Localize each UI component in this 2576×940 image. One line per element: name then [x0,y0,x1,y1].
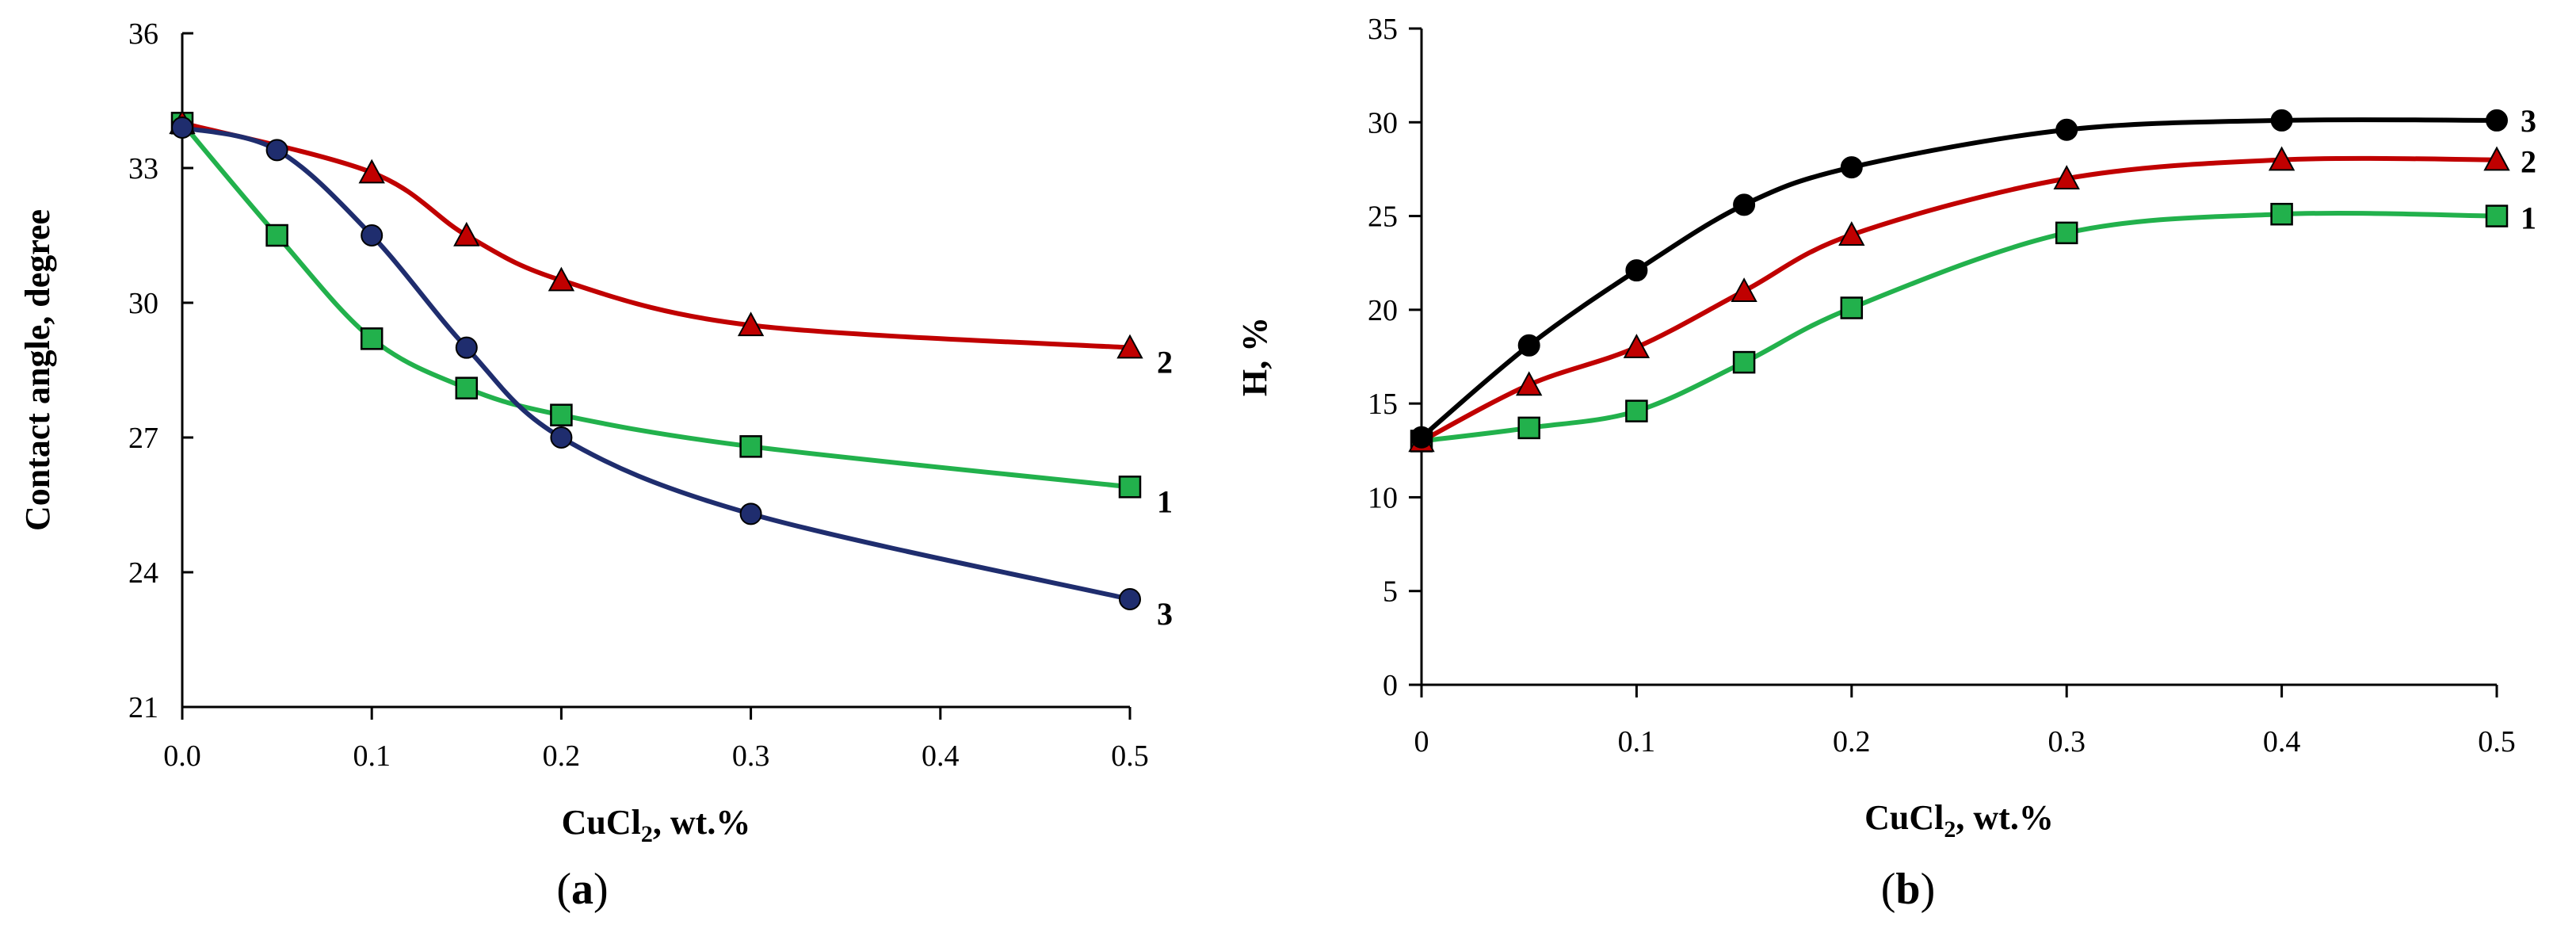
panel-label-close: ) [593,865,609,914]
x-axis-label-main: CuCl [562,803,641,842]
data-point-b-1 [1732,350,1756,374]
data-point-b-3 [2270,109,2293,132]
data-point-b-1 [1517,416,1540,440]
x-tick-label-b: 0 [1414,725,1429,758]
x-tick-label-a: 0.5 [1111,739,1149,773]
series-label-b-3: 3 [2521,103,2536,139]
series-label-a-1: 1 [1157,483,1173,519]
panel-label-letter: a [571,865,593,914]
series-label-b-2: 2 [2521,144,2536,180]
data-point-a-1 [550,403,573,426]
panel-label-letter: b [1895,865,1920,914]
x-axis-label-unit: , wt.% [1956,798,2053,837]
x-tick-label-a: 0.2 [543,739,581,773]
data-point-a-2 [1116,334,1143,359]
x-tick-label-b: 0.1 [1618,725,1656,758]
series-line-a-3 [181,125,1131,602]
data-point-b-2 [2053,165,2080,190]
data-point-a-2 [358,159,385,184]
panel-label-open: ( [556,865,571,914]
series-line-a-1 [180,121,1131,490]
y-tick-label-b: 25 [1368,201,1398,234]
data-point-a-1 [360,327,384,350]
data-point-b-3 [1733,193,1756,216]
data-point-b-2 [1516,371,1543,396]
data-point-a-3 [265,139,288,162]
data-point-b-3 [2486,109,2508,132]
y-tick-label-a: 24 [128,556,158,590]
y-tick-label-a: 27 [128,422,158,455]
data-point-a-1 [455,376,479,399]
panel-label-a: (a) [556,865,608,914]
data-point-a-3 [361,224,384,246]
data-point-b-3 [1840,156,1863,179]
data-point-a-3 [1119,588,1141,610]
series-line-b-2 [1420,155,2498,444]
data-point-b-2 [2268,146,2296,171]
x-tick-label-a: 0.0 [163,739,201,773]
x-axis-label-a: CuCl2, wt.% [562,803,751,847]
data-point-b-3 [1410,426,1433,449]
data-point-b-2 [1623,334,1651,358]
data-point-b-1 [2270,202,2293,226]
y-tick-label-b: 35 [1368,13,1398,46]
data-point-a-2 [548,266,575,292]
x-axis-label-unit: , wt.% [653,803,750,842]
y-tick-label-b: 0 [1383,669,1398,702]
series-line-b-3 [1420,117,2498,440]
x-axis-label-subscript: 2 [1944,816,1956,843]
x-axis-label-subscript: 2 [641,821,653,847]
y-tick-label-b: 10 [1368,481,1398,514]
x-tick-label-b: 0.3 [2047,725,2086,758]
x-tick-label-a: 0.4 [922,739,960,773]
series-label-a-3: 3 [1157,596,1173,632]
data-point-b-2 [2483,146,2510,171]
data-point-a-3 [455,336,478,359]
y-tick-label-a: 21 [128,691,158,724]
data-point-a-1 [739,435,762,458]
data-point-b-1 [2055,221,2078,245]
y-tick-label-a: 36 [128,17,158,51]
data-point-a-1 [265,224,288,247]
x-axis-label-b: CuCl2, wt.% [1864,798,2054,843]
y-axis-label-b: H, % [1235,317,1274,396]
data-point-b-2 [1731,277,1757,302]
data-point-a-1 [1118,476,1142,499]
y-tick-label-a: 30 [128,287,158,320]
y-tick-label-b: 15 [1368,388,1398,421]
data-point-a-3 [171,117,193,139]
y-tick-label-b: 20 [1368,294,1398,327]
data-point-b-1 [1625,399,1648,422]
data-point-b-1 [1840,296,1864,319]
series-label-a-2: 2 [1157,345,1173,380]
x-axis-label-main: CuCl [1864,798,1944,837]
x-tick-label-b: 0.5 [2478,725,2516,758]
data-point-a-3 [550,426,573,449]
y-tick-label-b: 30 [1368,106,1398,139]
y-axis-label-a: Contact angle, degree [18,209,57,531]
data-point-b-1 [2485,204,2509,227]
y-tick-label-a: 33 [128,152,158,185]
x-tick-label-b: 0.4 [2263,725,2301,758]
series-line-b-1 [1421,211,2498,444]
x-tick-label-b: 0.2 [1833,725,1871,758]
data-point-a-2 [453,221,480,246]
data-point-b-3 [2055,118,2078,141]
x-tick-label-a: 0.3 [732,739,770,773]
series-label-b-1: 1 [2521,201,2536,236]
data-point-b-2 [1838,221,1865,246]
series-line-a-2 [181,120,1131,350]
data-point-b-3 [1517,334,1540,357]
x-tick-label-a: 0.1 [353,739,391,773]
data-point-a-3 [739,502,762,525]
panel-label-close: ) [1921,865,1936,914]
data-point-a-2 [737,311,765,337]
data-point-b-3 [1625,259,1648,282]
y-tick-label-b: 5 [1383,575,1398,609]
panel-label-open: ( [1881,865,1896,914]
panel-label-b: (b) [1881,865,1935,914]
